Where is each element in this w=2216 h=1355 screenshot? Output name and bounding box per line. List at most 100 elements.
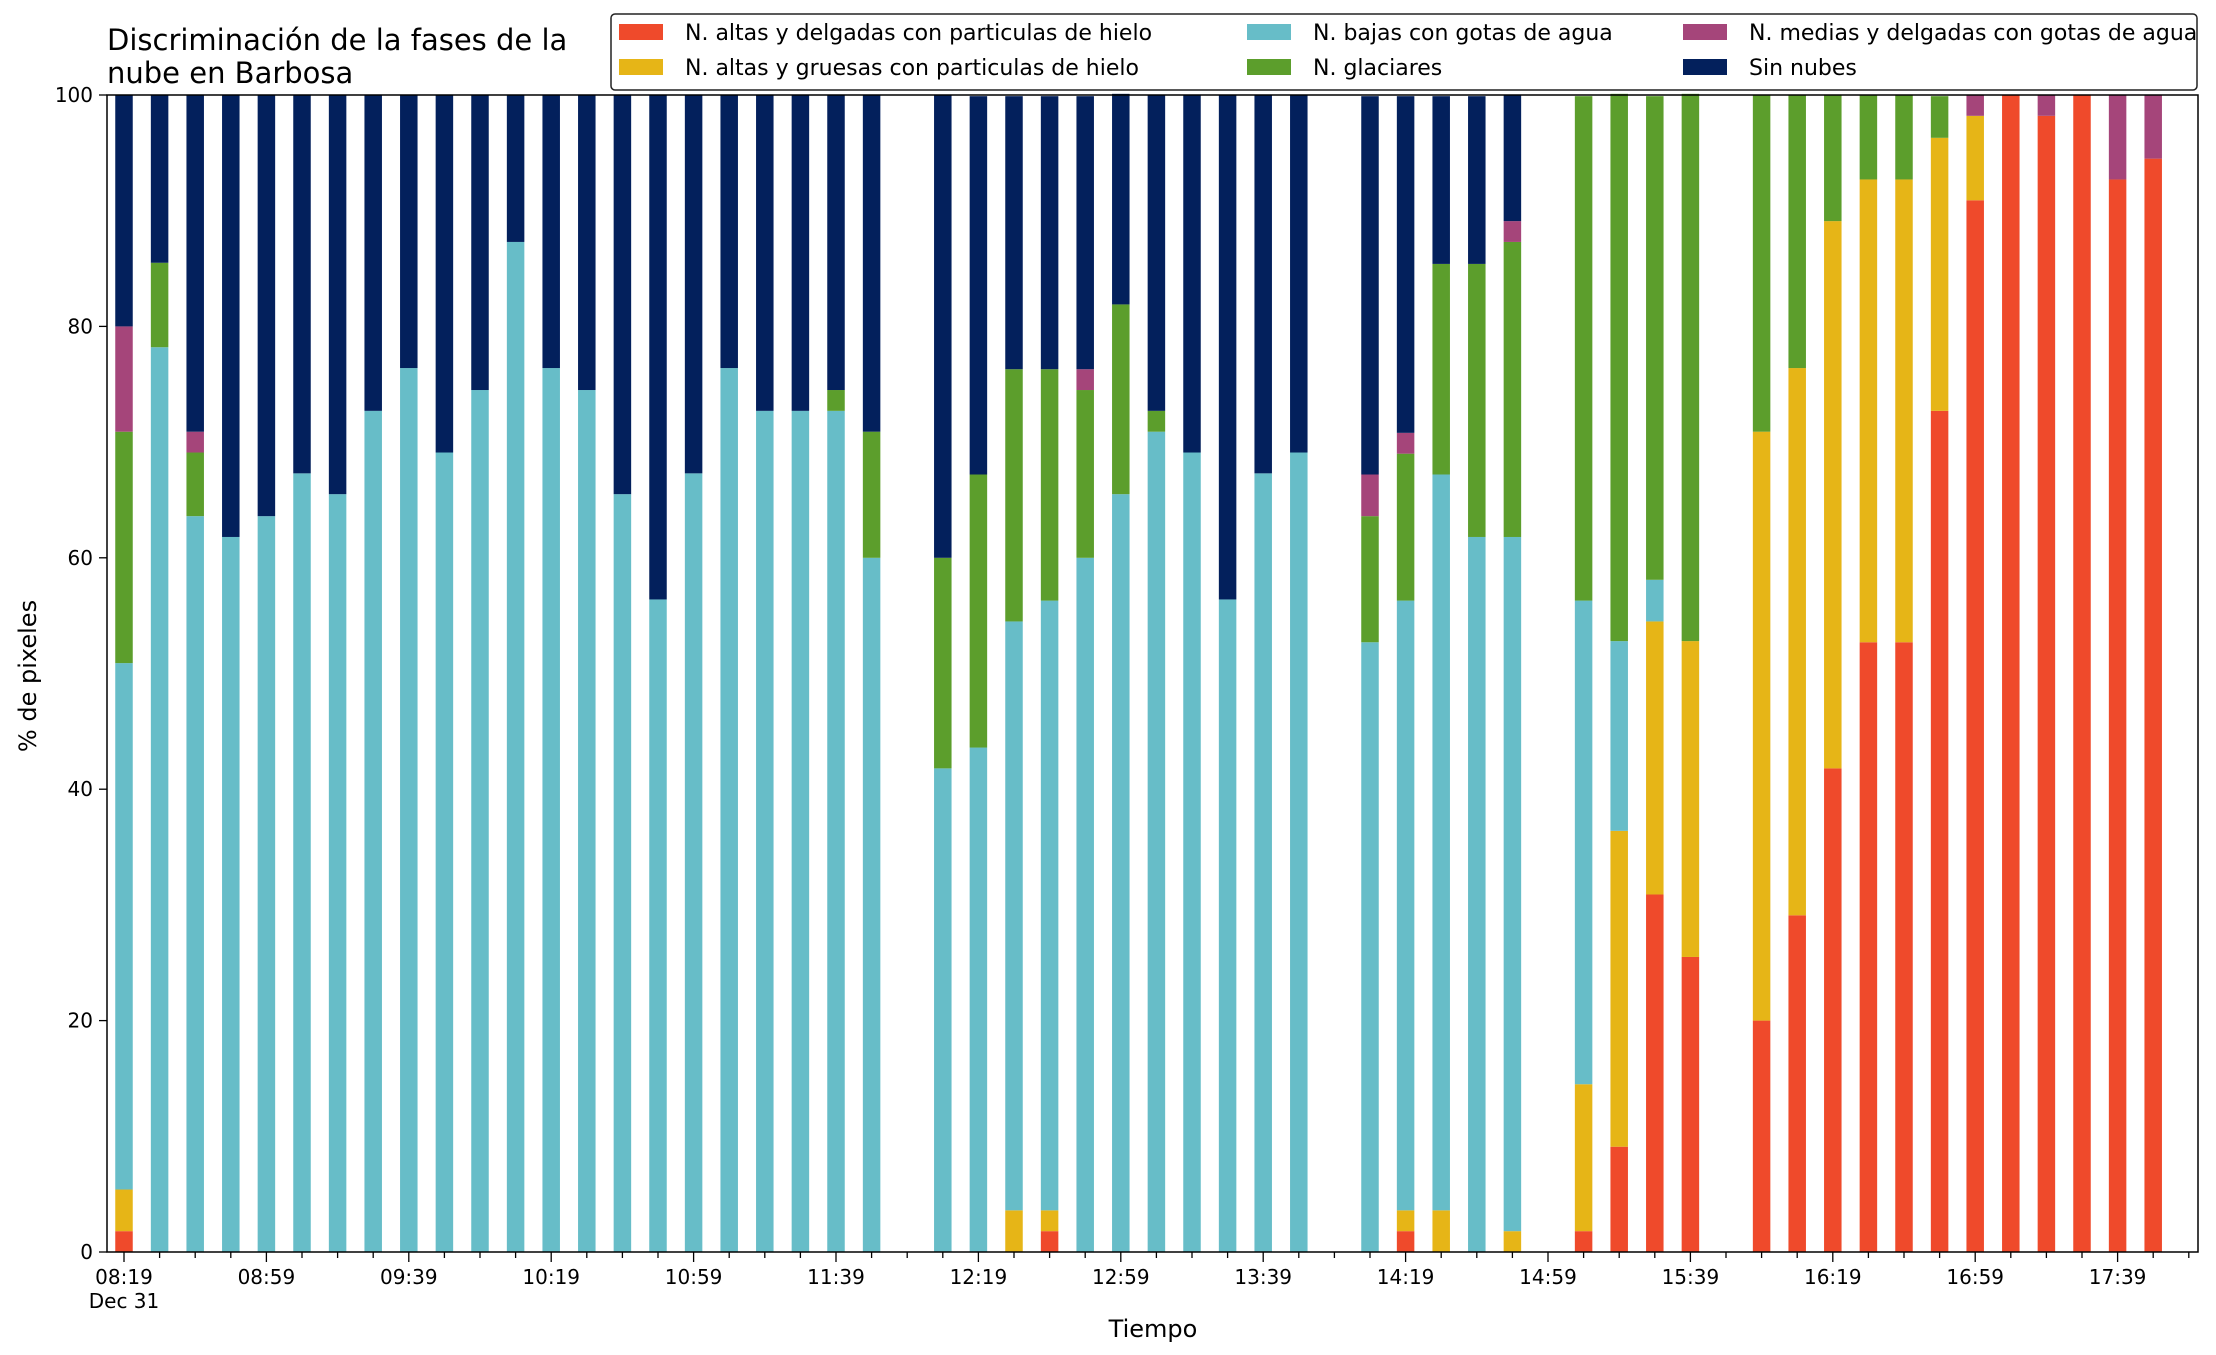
chart-title-line-2: nube en Barbosa (107, 56, 353, 90)
chart-title-line-1: Discriminación de la fases de la (107, 23, 567, 57)
bars-layer (115, 93, 2162, 1253)
bar-segment-11:19-s2 (756, 410, 774, 1252)
bar-segment-16:59-s4 (1966, 95, 1984, 116)
bar-segment-15:39-s0 (1681, 956, 1700, 1252)
bar-segment-14:49-s5 (1503, 95, 1522, 222)
x-tick-label: 12:59 (1092, 1265, 1150, 1289)
bar-segment-10:09-s5 (506, 95, 525, 242)
bar-segment-10:19-s2 (542, 368, 560, 1252)
bar-segment-16:49-s3 (1930, 96, 1949, 138)
bar-segment-08:19-s4 (115, 326, 133, 432)
bar-segment-14:49-s3 (1503, 241, 1522, 537)
bar-segment-14:49-s2 (1503, 536, 1522, 1232)
y-tick-label: 100 (55, 83, 93, 107)
bar-segment-15:29-s0 (1646, 894, 1664, 1252)
legend-swatch-3 (1247, 59, 1291, 75)
bar-segment-11:49-s3 (862, 431, 881, 558)
x-axis-title: Tiempo (1108, 1315, 1198, 1343)
bar-segment-13:39-s5 (1254, 95, 1272, 474)
bar-segment-09:59-s2 (471, 390, 489, 1252)
bar-segment-12:39-s3 (1040, 369, 1059, 601)
bar-segment-12:29-s2 (1005, 621, 1023, 1211)
x-tick-label: 14:59 (1519, 1265, 1577, 1289)
x-tick-label: 10:59 (665, 1265, 723, 1289)
y-tick-label: 60 (68, 546, 93, 570)
y-tick-label: 40 (68, 777, 93, 801)
y-tick-label: 80 (68, 314, 93, 338)
x-tick-label: 15:39 (1662, 1265, 1720, 1289)
bar-segment-14:19-s4 (1396, 432, 1415, 454)
bar-segment-12:19-s5 (969, 96, 988, 475)
bar-segment-16:19-s1 (1824, 221, 1842, 769)
bar-segment-12:59-s3 (1112, 304, 1130, 495)
bar-segment-12:49-s5 (1076, 96, 1094, 370)
legend-swatch-2 (1247, 24, 1291, 40)
bar-segment-13:19-s2 (1183, 452, 1201, 1252)
bar-segment-08:19-s5 (115, 95, 133, 327)
bar-segment-08:19-s0 (115, 1231, 133, 1252)
x-tick-label: 11:39 (807, 1265, 865, 1289)
y-axis-title: % de pixeles (14, 600, 42, 752)
bar-segment-11:19-s5 (756, 95, 774, 411)
bar-segment-15:59-s1 (1752, 431, 1771, 1021)
bar-segment-11:09-s2 (720, 368, 738, 1252)
bar-segment-14:29-s5 (1432, 96, 1450, 264)
x-tick-label: 08:59 (238, 1265, 296, 1289)
bar-segment-16:09-s1 (1788, 368, 1806, 916)
bar-segment-08:59-s5 (257, 95, 276, 517)
bar-segment-15:39-s3 (1681, 93, 1700, 642)
bar-segment-16:19-s0 (1824, 768, 1842, 1252)
bar-segment-12:09-s3 (934, 557, 952, 769)
bar-segment-16:49-s0 (1930, 410, 1949, 1252)
bar-segment-08:39-s2 (186, 516, 204, 1252)
bar-segment-15:39-s1 (1681, 641, 1700, 957)
bar-segment-16:39-s0 (1895, 642, 1913, 1252)
bar-segment-12:29-s3 (1005, 369, 1023, 622)
bar-segment-12:19-s2 (969, 747, 988, 1252)
legend-swatch-5 (1683, 59, 1727, 75)
legend-label-0: N. altas y delgadas con particulas de hi… (685, 21, 1152, 46)
bar-segment-08:19-s3 (115, 431, 133, 664)
bar-segment-11:29-s5 (791, 95, 810, 411)
bar-segment-13:39-s2 (1254, 473, 1272, 1253)
bar-segment-14:29-s2 (1432, 474, 1450, 1211)
bar-segment-16:09-s0 (1788, 915, 1806, 1252)
bar-segment-11:09-s5 (720, 95, 738, 369)
bar-segment-16:39-s1 (1895, 179, 1913, 643)
x-axis: 08:19 08:59 09:39 10:19 10:59 11:39 12:19 12:59… (89, 1252, 2190, 1313)
bar-segment-15:29-s1 (1646, 621, 1664, 895)
bar-segment-15:29-s2 (1646, 579, 1664, 622)
bar-segment-14:39-s3 (1468, 263, 1486, 537)
bar-segment-11:49-s2 (862, 557, 881, 1252)
bar-segment-08:29-s2 (150, 347, 169, 1253)
x-tick-label: 08:19 (95, 1265, 153, 1289)
bar-segment-17:49-s4 (2144, 95, 2162, 159)
bar-segment-11:39-s5 (827, 95, 845, 391)
bar-segment-14:49-s4 (1503, 221, 1522, 242)
bar-segment-14:29-s1 (1432, 1210, 1450, 1252)
x-tick-label: 16:19 (1804, 1265, 1862, 1289)
x-tick-label: 13:39 (1234, 1265, 1292, 1289)
bar-segment-12:49-s4 (1076, 369, 1094, 391)
bar-segment-12:29-s1 (1005, 1210, 1023, 1252)
bar-segment-09:59-s5 (471, 95, 489, 391)
bar-segment-12:39-s5 (1040, 96, 1059, 370)
bar-segment-16:29-s3 (1859, 95, 1878, 180)
bar-segment-08:39-s3 (186, 452, 204, 517)
bar-segment-08:49-s2 (222, 536, 240, 1252)
bar-segment-08:59-s2 (257, 516, 276, 1252)
bar-segment-15:09-s1 (1574, 1084, 1593, 1232)
bar-segment-10:59-s5 (684, 95, 703, 474)
bar-segment-14:39-s2 (1468, 536, 1486, 1252)
bar-segment-13:29-s2 (1218, 599, 1237, 1252)
bar-segment-09:39-s2 (400, 368, 418, 1252)
bar-segment-15:29-s3 (1646, 96, 1664, 580)
bar-segment-15:09-s2 (1574, 600, 1593, 1085)
bar-segment-10:39-s5 (613, 95, 632, 495)
legend-label-1: N. altas y gruesas con particulas de hie… (685, 56, 1139, 81)
bar-segment-13:09-s5 (1147, 95, 1166, 411)
bar-segment-09:09-s2 (293, 473, 311, 1253)
bar-segment-12:59-s5 (1112, 93, 1130, 305)
bar-segment-16:39-s3 (1895, 95, 1913, 180)
